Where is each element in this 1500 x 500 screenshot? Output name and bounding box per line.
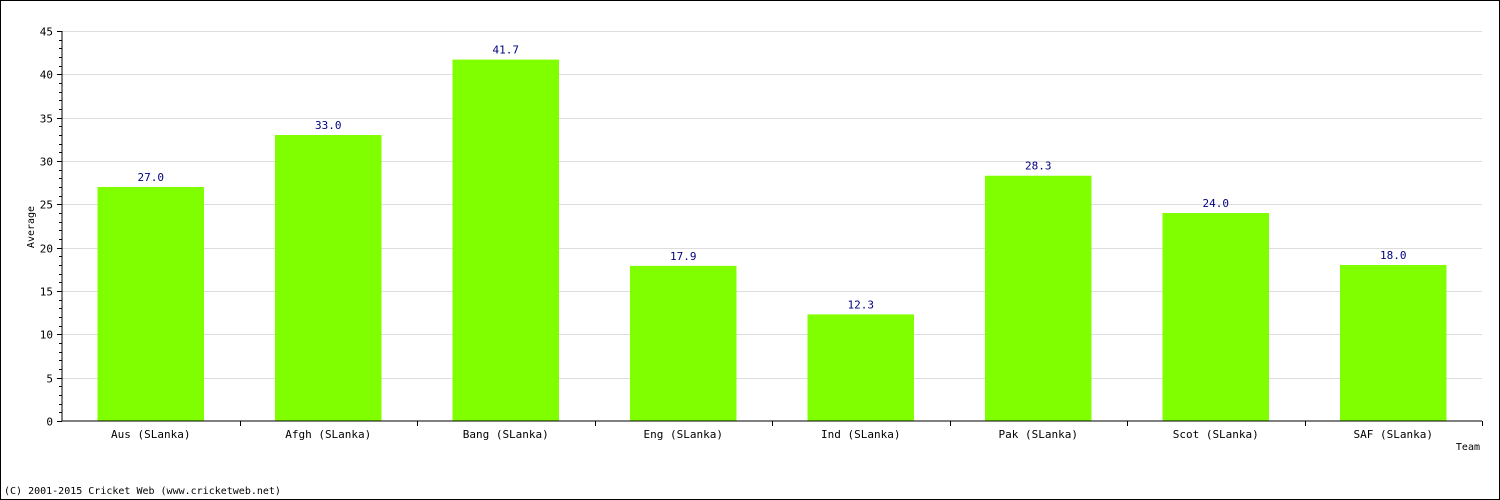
data-label: 12.3 (848, 298, 875, 311)
bar (1162, 213, 1269, 421)
data-label: 33.0 (315, 119, 342, 132)
bar (452, 59, 559, 421)
x-tick-label: Bang (SLanka) (463, 428, 549, 441)
bar (97, 187, 204, 421)
x-tick-label: Eng (SLanka) (644, 428, 723, 441)
y-tick-label: 10 (40, 329, 53, 342)
y-tick-label: 25 (40, 199, 53, 212)
bar (985, 175, 1092, 421)
y-tick-label: 15 (40, 286, 53, 299)
x-tick-label: Scot (SLanka) (1173, 428, 1259, 441)
data-label: 18.0 (1380, 249, 1407, 262)
x-tick-label: Aus (SLanka) (111, 428, 190, 441)
y-axis-label: Average (26, 206, 37, 248)
y-tick-label: 30 (40, 156, 53, 169)
bars (97, 59, 1447, 421)
labels: 0 5 10 15 20 25 30 35 40 45 27.0 Aus (SLanka) 33.0 Af… (40, 26, 1433, 442)
data-label: 17.9 (670, 250, 697, 263)
y-tick-label: 5 (46, 373, 53, 386)
axes (57, 31, 1483, 426)
x-tick-label: Pak (SLanka) (999, 428, 1078, 441)
data-label: 28.3 (1025, 160, 1052, 173)
data-label: 41.7 (493, 44, 520, 57)
data-label: 24.0 (1203, 197, 1230, 210)
y-tick-label: 35 (40, 113, 53, 126)
bar (630, 265, 737, 421)
x-tick-label: Afgh (SLanka) (285, 428, 371, 441)
bar (275, 135, 382, 421)
data-label: 27.0 (138, 171, 165, 184)
y-tick-label: 45 (40, 26, 53, 39)
bar (1340, 265, 1447, 421)
x-tick-label: SAF (SLanka) (1354, 428, 1433, 441)
x-axis-label: Team (1456, 442, 1480, 453)
x-tick-label: Ind (SLanka) (821, 428, 900, 441)
y-tick-label: 40 (40, 69, 53, 82)
y-tick-label: 20 (40, 243, 53, 256)
y-tick-label: 0 (46, 416, 53, 429)
copyright-text: (C) 2001-2015 Cricket Web (www.cricketwe… (4, 486, 281, 497)
bar (807, 314, 914, 421)
